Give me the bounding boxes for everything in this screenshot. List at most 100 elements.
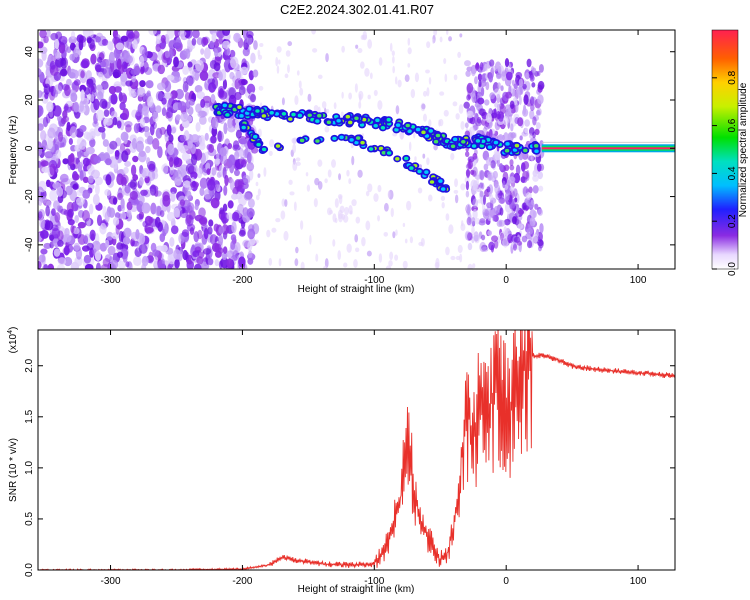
spectrogram-cell <box>481 182 485 190</box>
spectrogram-cell <box>295 157 301 162</box>
spectrogram-cell <box>367 39 373 49</box>
spectrogram-cell <box>122 236 131 245</box>
spectrogram-cell <box>229 178 235 191</box>
spectrogram-cell <box>147 96 154 107</box>
spectrogram-cell <box>254 239 259 244</box>
spectrogram-cell <box>472 152 478 160</box>
spectrogram-cell <box>226 212 233 220</box>
spectrogram-cell <box>247 250 253 258</box>
spectrogram-cell <box>493 108 497 118</box>
spectrogram-cell <box>306 184 311 192</box>
spectrogram-cell <box>96 84 103 92</box>
spectrogram-cell <box>73 242 80 252</box>
spectrogram-cell <box>325 108 330 114</box>
spectrogram-cell <box>54 212 61 223</box>
spectrogram-cell <box>532 116 537 126</box>
signal-cell-inner <box>354 140 359 145</box>
signal-cell-inner <box>315 119 320 123</box>
signal-cell-inner <box>514 143 520 148</box>
spectrogram-cell <box>402 260 408 269</box>
signal-cell-inner <box>241 125 246 130</box>
spectrogram-cell <box>466 82 474 94</box>
spectrogram-cell <box>351 155 355 166</box>
spectrogram-cell <box>210 135 217 144</box>
spectrogram-cell <box>428 119 432 128</box>
spectrogram-cell <box>289 191 295 196</box>
spectrogram-cell <box>123 166 129 174</box>
spectrogram-cell <box>517 209 525 215</box>
spectrogram-cell <box>190 144 196 155</box>
spectrogram-cell <box>72 173 80 181</box>
spectrogram-cell <box>457 51 462 58</box>
spectrogram-cell <box>170 225 179 235</box>
spectrogram-cell <box>97 71 104 79</box>
spectrogram-cell <box>226 258 233 269</box>
spectrogram-cell <box>195 59 205 72</box>
spectrogram-cell <box>144 130 151 138</box>
spectrogram-cell <box>488 72 494 83</box>
spectrogram-cell <box>470 65 476 77</box>
signal-cell-inner <box>480 139 486 144</box>
spectrogram-cell <box>52 89 59 98</box>
spectrogram-cell <box>217 130 222 143</box>
spectrogram-cell <box>242 47 250 57</box>
spectrogram-cell <box>448 224 454 234</box>
spectrogram-cell <box>125 80 133 87</box>
spectrogram-cell <box>494 183 501 195</box>
spectrogram-cell <box>38 180 47 193</box>
signal-cell-inner <box>228 104 233 108</box>
spectrogram-cell <box>206 168 211 176</box>
spectrogram-cell <box>74 215 79 224</box>
spectrogram-cell <box>207 258 214 266</box>
spectrogram-cell <box>102 139 109 147</box>
spectrogram-cell <box>38 105 44 117</box>
spectrogram-cell <box>231 211 240 222</box>
spectrogram-cell <box>284 199 288 207</box>
signal-cell-inner <box>415 127 421 132</box>
spectrogram-cell <box>532 210 537 218</box>
spectrogram-cell <box>516 87 520 94</box>
spectrogram-cell <box>38 58 44 68</box>
snr-y-tick-label: 1.0 <box>24 460 35 474</box>
spectrogram-cell <box>155 105 162 113</box>
spectrogram-cell <box>51 227 61 239</box>
spectrogram-cell <box>56 115 62 122</box>
spectrogram-cell <box>510 123 514 132</box>
spectrogram-cell <box>450 152 455 161</box>
spectrogram-cell <box>266 229 271 238</box>
spectrogram-cell <box>346 243 352 253</box>
spectrogram-cell <box>243 192 252 201</box>
spectrogram-cell <box>187 77 194 87</box>
signal-cell-inner <box>291 112 296 117</box>
spectrogram-cell <box>60 208 68 215</box>
spectrogram-cell <box>164 223 169 234</box>
spectrogram-cell <box>263 167 267 177</box>
spectrogram-cell <box>84 263 94 269</box>
spectrogram-cell <box>508 176 516 184</box>
spectrogram-cell <box>495 72 502 80</box>
spectrogram-cell <box>422 153 426 159</box>
spectrogram-cell <box>293 201 297 212</box>
spectrogram-cell <box>132 174 139 181</box>
spectrogram-cell <box>255 194 260 201</box>
spectrogram-cell <box>122 253 128 263</box>
spectrogram-cell <box>106 231 114 241</box>
spectrogram-cell <box>464 60 471 67</box>
spectrogram-cell <box>192 68 201 78</box>
spectrogram-cell <box>116 173 124 186</box>
spectrogram-cell <box>257 128 262 138</box>
spectrogram-cell <box>397 79 402 88</box>
spectrogram-cell <box>440 195 446 201</box>
spectrogram-cell <box>129 78 139 90</box>
spectrogram-cell <box>467 110 472 117</box>
spectrogram-cell <box>97 56 103 63</box>
spectrogram-cell <box>139 233 146 245</box>
signal-cell-inner <box>410 125 416 129</box>
signal-cell-inner <box>386 117 391 122</box>
spectrogram-cell <box>522 161 530 170</box>
spectrogram-cell <box>407 47 412 55</box>
spectrogram-cell <box>115 42 124 51</box>
spectrogram-cell <box>139 117 145 128</box>
spectrogram-cell <box>426 41 431 49</box>
spectrogram-cell <box>80 70 85 79</box>
